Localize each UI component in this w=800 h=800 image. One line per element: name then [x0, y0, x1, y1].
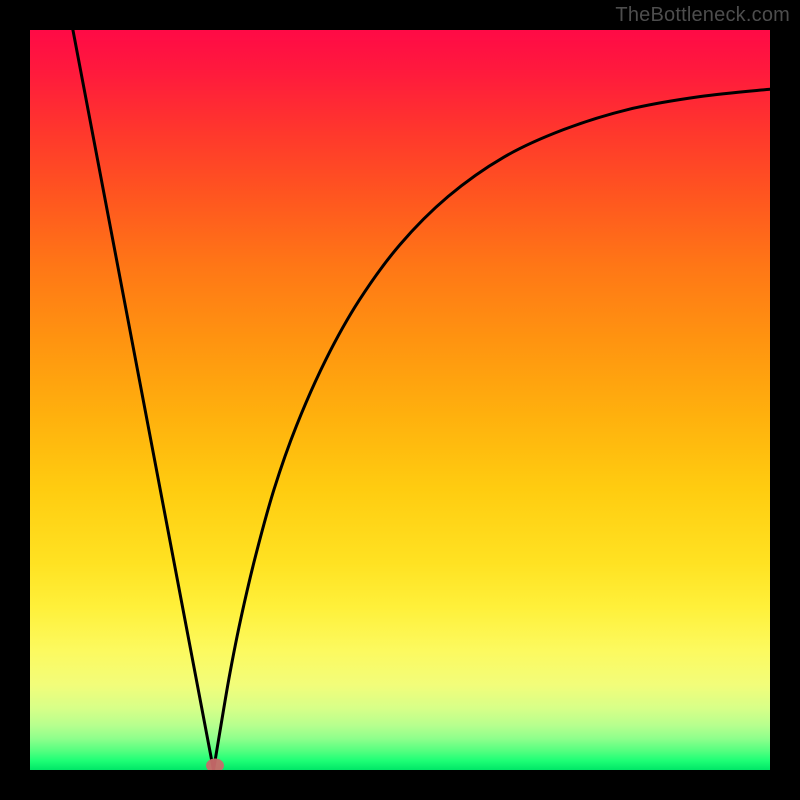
- chart-frame: TheBottleneck.com: [0, 0, 800, 800]
- plot-area: [30, 30, 770, 770]
- minimum-marker: [206, 759, 224, 770]
- bottleneck-curve: [30, 30, 770, 770]
- curve-path: [73, 30, 770, 770]
- watermark-label: TheBottleneck.com: [615, 4, 790, 27]
